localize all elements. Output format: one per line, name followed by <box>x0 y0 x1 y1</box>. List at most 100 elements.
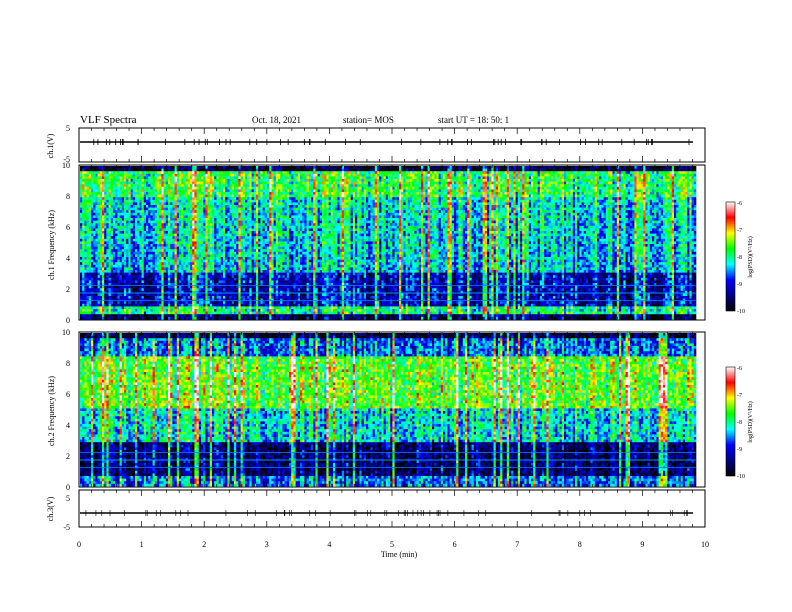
ch1-spectrogram-cell <box>186 171 189 174</box>
ch1-spectrogram-cell <box>214 184 217 187</box>
ch1-spectrogram-cell <box>254 314 256 317</box>
ch1-spectrogram-cell <box>102 260 105 263</box>
ch1-spectrogram-cell <box>192 257 195 260</box>
ch1-spectrogram-cell <box>95 270 98 273</box>
ch1-spectrogram-cell <box>124 314 127 317</box>
ch1-spectrogram-cell <box>192 176 195 179</box>
ch1-spectrogram-cell <box>146 249 149 252</box>
ch1-spectrogram-cell <box>146 187 149 190</box>
ch1-spectrogram-cell <box>142 278 145 281</box>
ch1-spectrogram-cell <box>243 200 246 203</box>
ch1-spectrogram-cell <box>89 213 92 216</box>
ch1-spectrogram-cell <box>216 267 219 270</box>
ch1-spectrogram-cell <box>194 280 197 283</box>
ch1-spectrogram-cell <box>181 260 184 263</box>
ch1-spectrogram-cell <box>232 309 235 312</box>
ch1-spectrogram-cell <box>212 301 215 304</box>
ch1-spectrogram-cell <box>102 299 105 302</box>
ch1-spectrogram-cell <box>214 202 217 205</box>
ch1-spectrogram-cell <box>225 260 228 263</box>
ch1-spectrogram-cell <box>216 197 219 200</box>
ch1-spectrogram-cell <box>190 213 193 216</box>
ch1-spectrogram-cell <box>133 213 136 216</box>
ch1-spectrogram-cell <box>188 208 191 211</box>
ch1-spectrogram-cell <box>243 202 246 205</box>
ch1-spectrogram-cell <box>137 179 140 182</box>
ch1-spectrogram-cell <box>172 174 175 177</box>
ch1-spectrogram-cell <box>247 247 250 250</box>
ch1-spectrogram-cell <box>203 286 206 289</box>
ch1-spectrogram-cell <box>135 236 138 239</box>
ch1-spectrogram-cell <box>260 228 263 231</box>
ch1-spectrogram-cell <box>137 236 140 239</box>
ch1-spectrogram-cell <box>122 293 125 296</box>
ch1-spectrogram-cell <box>183 299 186 302</box>
ch1-spectrogram-cell <box>104 208 107 211</box>
ch1-spectrogram-cell <box>100 273 103 276</box>
ch1-spectrogram-cell <box>177 244 180 247</box>
ch1-spectrogram-cell <box>221 174 224 177</box>
ch1-spectrogram-cell <box>258 239 261 242</box>
ch1-spectrogram-cell <box>216 262 219 265</box>
ch1-spectrogram-cell <box>243 226 246 229</box>
ch1-spectrogram-cell <box>100 260 103 263</box>
ch1-spectrogram-cell <box>197 257 200 260</box>
ch1-spectrogram-cell <box>164 270 167 273</box>
ch1-spectrogram-cell <box>166 215 169 218</box>
ch1-spectrogram-cell <box>225 317 228 320</box>
ch1-spectrogram-cell <box>243 273 246 276</box>
ch1-spectrogram-cell <box>214 286 217 289</box>
ch1-spectrogram-cell <box>225 267 228 270</box>
ch1-spectrogram-cell <box>111 176 114 179</box>
ch1-spectrogram-cell <box>120 299 123 302</box>
ch1-spectrogram-cell <box>205 231 208 234</box>
ch1-spectrogram-cell <box>252 317 255 320</box>
ch1-spectrogram-cell <box>238 187 241 190</box>
ch1-spectrogram-cell <box>111 306 114 309</box>
ch1-spectrogram-cell <box>175 223 178 226</box>
ch1-spectrogram-cell <box>93 192 96 195</box>
ch1-spectrogram-cell <box>126 166 129 169</box>
ch1-spectrogram-cell <box>113 202 116 205</box>
ch1-spectrogram-cell <box>120 192 123 195</box>
ch1-spectrogram-cell <box>124 301 127 304</box>
ch1-spectrogram-cell <box>124 312 127 315</box>
ch1-spectrogram-cell <box>212 239 215 242</box>
ch1-spectrogram-cell <box>208 244 211 247</box>
ch1-spectrogram-cell <box>155 257 158 260</box>
ch1-spectrogram-cell <box>177 293 180 296</box>
ch1-spectrogram-cell <box>117 299 120 302</box>
ch1-spectrogram-cell <box>216 234 219 237</box>
ch1-spectrogram-cell <box>249 189 252 192</box>
ch1-spectrogram-cell <box>113 221 116 224</box>
ch1-spectrogram-cell <box>106 215 109 218</box>
ch1-spectrogram-cell <box>214 189 217 192</box>
ch1-spectrogram-cell <box>188 270 191 273</box>
ch1-spectrogram-cell <box>161 317 164 320</box>
ch1-spectrogram-cell <box>236 200 239 203</box>
ch1-spectrogram-cell <box>181 275 184 278</box>
ch1-spectrogram-cell <box>87 182 90 185</box>
ch1-spectrogram-cell <box>225 280 228 283</box>
ch1-spectrogram-cell <box>120 265 123 268</box>
ch1-spectrogram-cell <box>221 275 224 278</box>
ch1-spectrogram-cell <box>234 241 237 244</box>
ch1-spectrogram-cell <box>179 200 182 203</box>
ch1-spectrogram-cell <box>181 280 184 283</box>
ch1-spectrogram-cell <box>230 299 233 302</box>
ch1-spectrogram-cell <box>122 208 125 211</box>
ch1-spectrogram-cell <box>131 189 134 192</box>
ch1-spectrogram-cell <box>263 174 266 177</box>
ch1-spectrogram-cell <box>170 260 173 263</box>
ch1-spectrogram-cell <box>157 226 160 229</box>
ch1-spectrogram-cell <box>247 231 250 234</box>
ch1-spectrogram-cell <box>131 296 134 299</box>
ch1-spectrogram-cell <box>230 200 233 203</box>
ch1-spectrogram-cell <box>131 252 134 255</box>
ch1-spectrogram-cell <box>109 304 112 307</box>
ch1-spectrogram-cell <box>139 213 142 216</box>
ch1-spectrogram-cell <box>179 265 182 268</box>
ch1-spectrogram-cell <box>205 299 208 302</box>
ch1-spectrogram-cell <box>82 215 85 218</box>
ch1-spectrogram-cell <box>227 254 230 257</box>
